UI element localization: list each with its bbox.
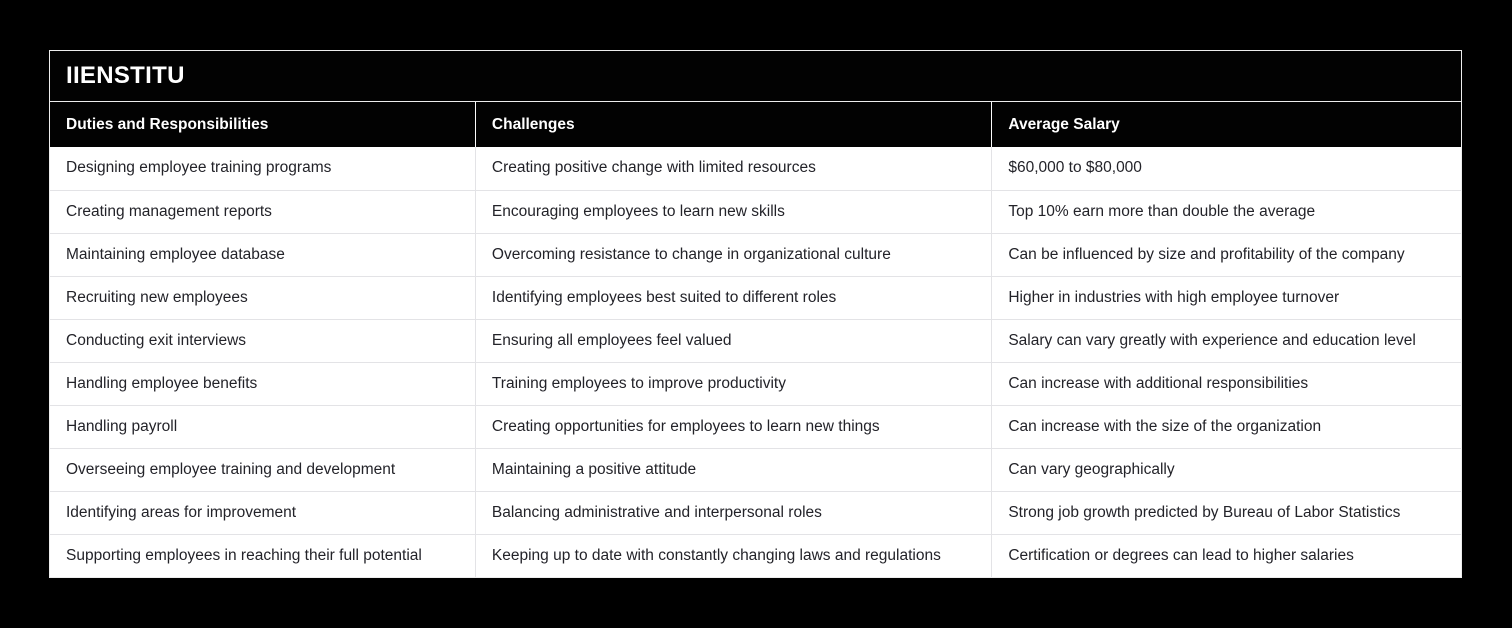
cell-salary: Top 10% earn more than double the averag… (991, 189, 1461, 233)
cell-salary: Can be influenced by size and profitabil… (991, 232, 1461, 276)
cell-challenge: Ensuring all employees feel valued (474, 318, 992, 362)
cell-duty: Designing employee training programs (50, 147, 476, 190)
cell-challenge: Training employees to improve productivi… (474, 361, 992, 405)
table-row: Identifying areas for improvement Balanc… (50, 490, 1461, 534)
table-row: Designing employee training programs Cre… (50, 147, 1461, 190)
cell-challenge: Creating opportunities for employees to … (474, 404, 992, 448)
table-row: Handling employee benefits Training empl… (50, 361, 1461, 405)
table-row: Conducting exit interviews Ensuring all … (50, 318, 1461, 362)
cell-salary: Can increase with the size of the organi… (991, 404, 1461, 448)
brand-header: IIENSTITU (50, 51, 1461, 102)
header-row: Duties and Responsibilities Challenges A… (50, 102, 1461, 147)
cell-salary: Certification or degrees can lead to hig… (991, 533, 1461, 577)
table-row: Supporting employees in reaching their f… (50, 533, 1461, 577)
column-header-duties: Duties and Responsibilities (50, 102, 476, 147)
table-row: Recruiting new employees Identifying emp… (50, 275, 1461, 319)
column-header-challenges: Challenges (474, 102, 992, 147)
cell-challenge: Maintaining a positive attitude (474, 447, 992, 491)
cell-salary: Salary can vary greatly with experience … (991, 318, 1461, 362)
brand-title: IIENSTITU (66, 62, 185, 89)
cell-challenge: Keeping up to date with constantly chang… (474, 533, 992, 577)
cell-duty: Recruiting new employees (50, 275, 476, 319)
table-row: Creating management reports Encouraging … (50, 189, 1461, 233)
cell-duty: Overseeing employee training and develop… (50, 447, 476, 491)
column-header-average-salary: Average Salary (991, 102, 1461, 147)
cell-duty: Maintaining employee database (50, 232, 476, 276)
table-row: Handling payroll Creating opportunities … (50, 404, 1461, 448)
cell-challenge: Identifying employees best suited to dif… (474, 275, 992, 319)
cell-salary: Higher in industries with high employee … (991, 275, 1461, 319)
cell-salary: Can increase with additional responsibil… (991, 361, 1461, 405)
cell-salary: Can vary geographically (991, 447, 1461, 491)
table-row: Maintaining employee database Overcoming… (50, 232, 1461, 276)
cell-challenge: Encouraging employees to learn new skill… (474, 189, 992, 233)
table-row: Overseeing employee training and develop… (50, 447, 1461, 491)
cell-duty: Handling payroll (50, 404, 476, 448)
cell-challenge: Overcoming resistance to change in organ… (474, 232, 992, 276)
cell-duty: Creating management reports (50, 189, 476, 233)
cell-duty: Supporting employees in reaching their f… (50, 533, 476, 577)
hr-specialist-table: Duties and Responsibilities Challenges A… (50, 102, 1461, 577)
cell-salary: $60,000 to $80,000 (991, 147, 1461, 190)
table-card: IIENSTITU Duties and Responsibilities Ch… (49, 50, 1462, 578)
cell-challenge: Creating positive change with limited re… (474, 147, 992, 190)
cell-duty: Handling employee benefits (50, 361, 476, 405)
cell-duty: Conducting exit interviews (50, 318, 476, 362)
cell-challenge: Balancing administrative and interperson… (474, 490, 992, 534)
cell-salary: Strong job growth predicted by Bureau of… (991, 490, 1461, 534)
cell-duty: Identifying areas for improvement (50, 490, 476, 534)
